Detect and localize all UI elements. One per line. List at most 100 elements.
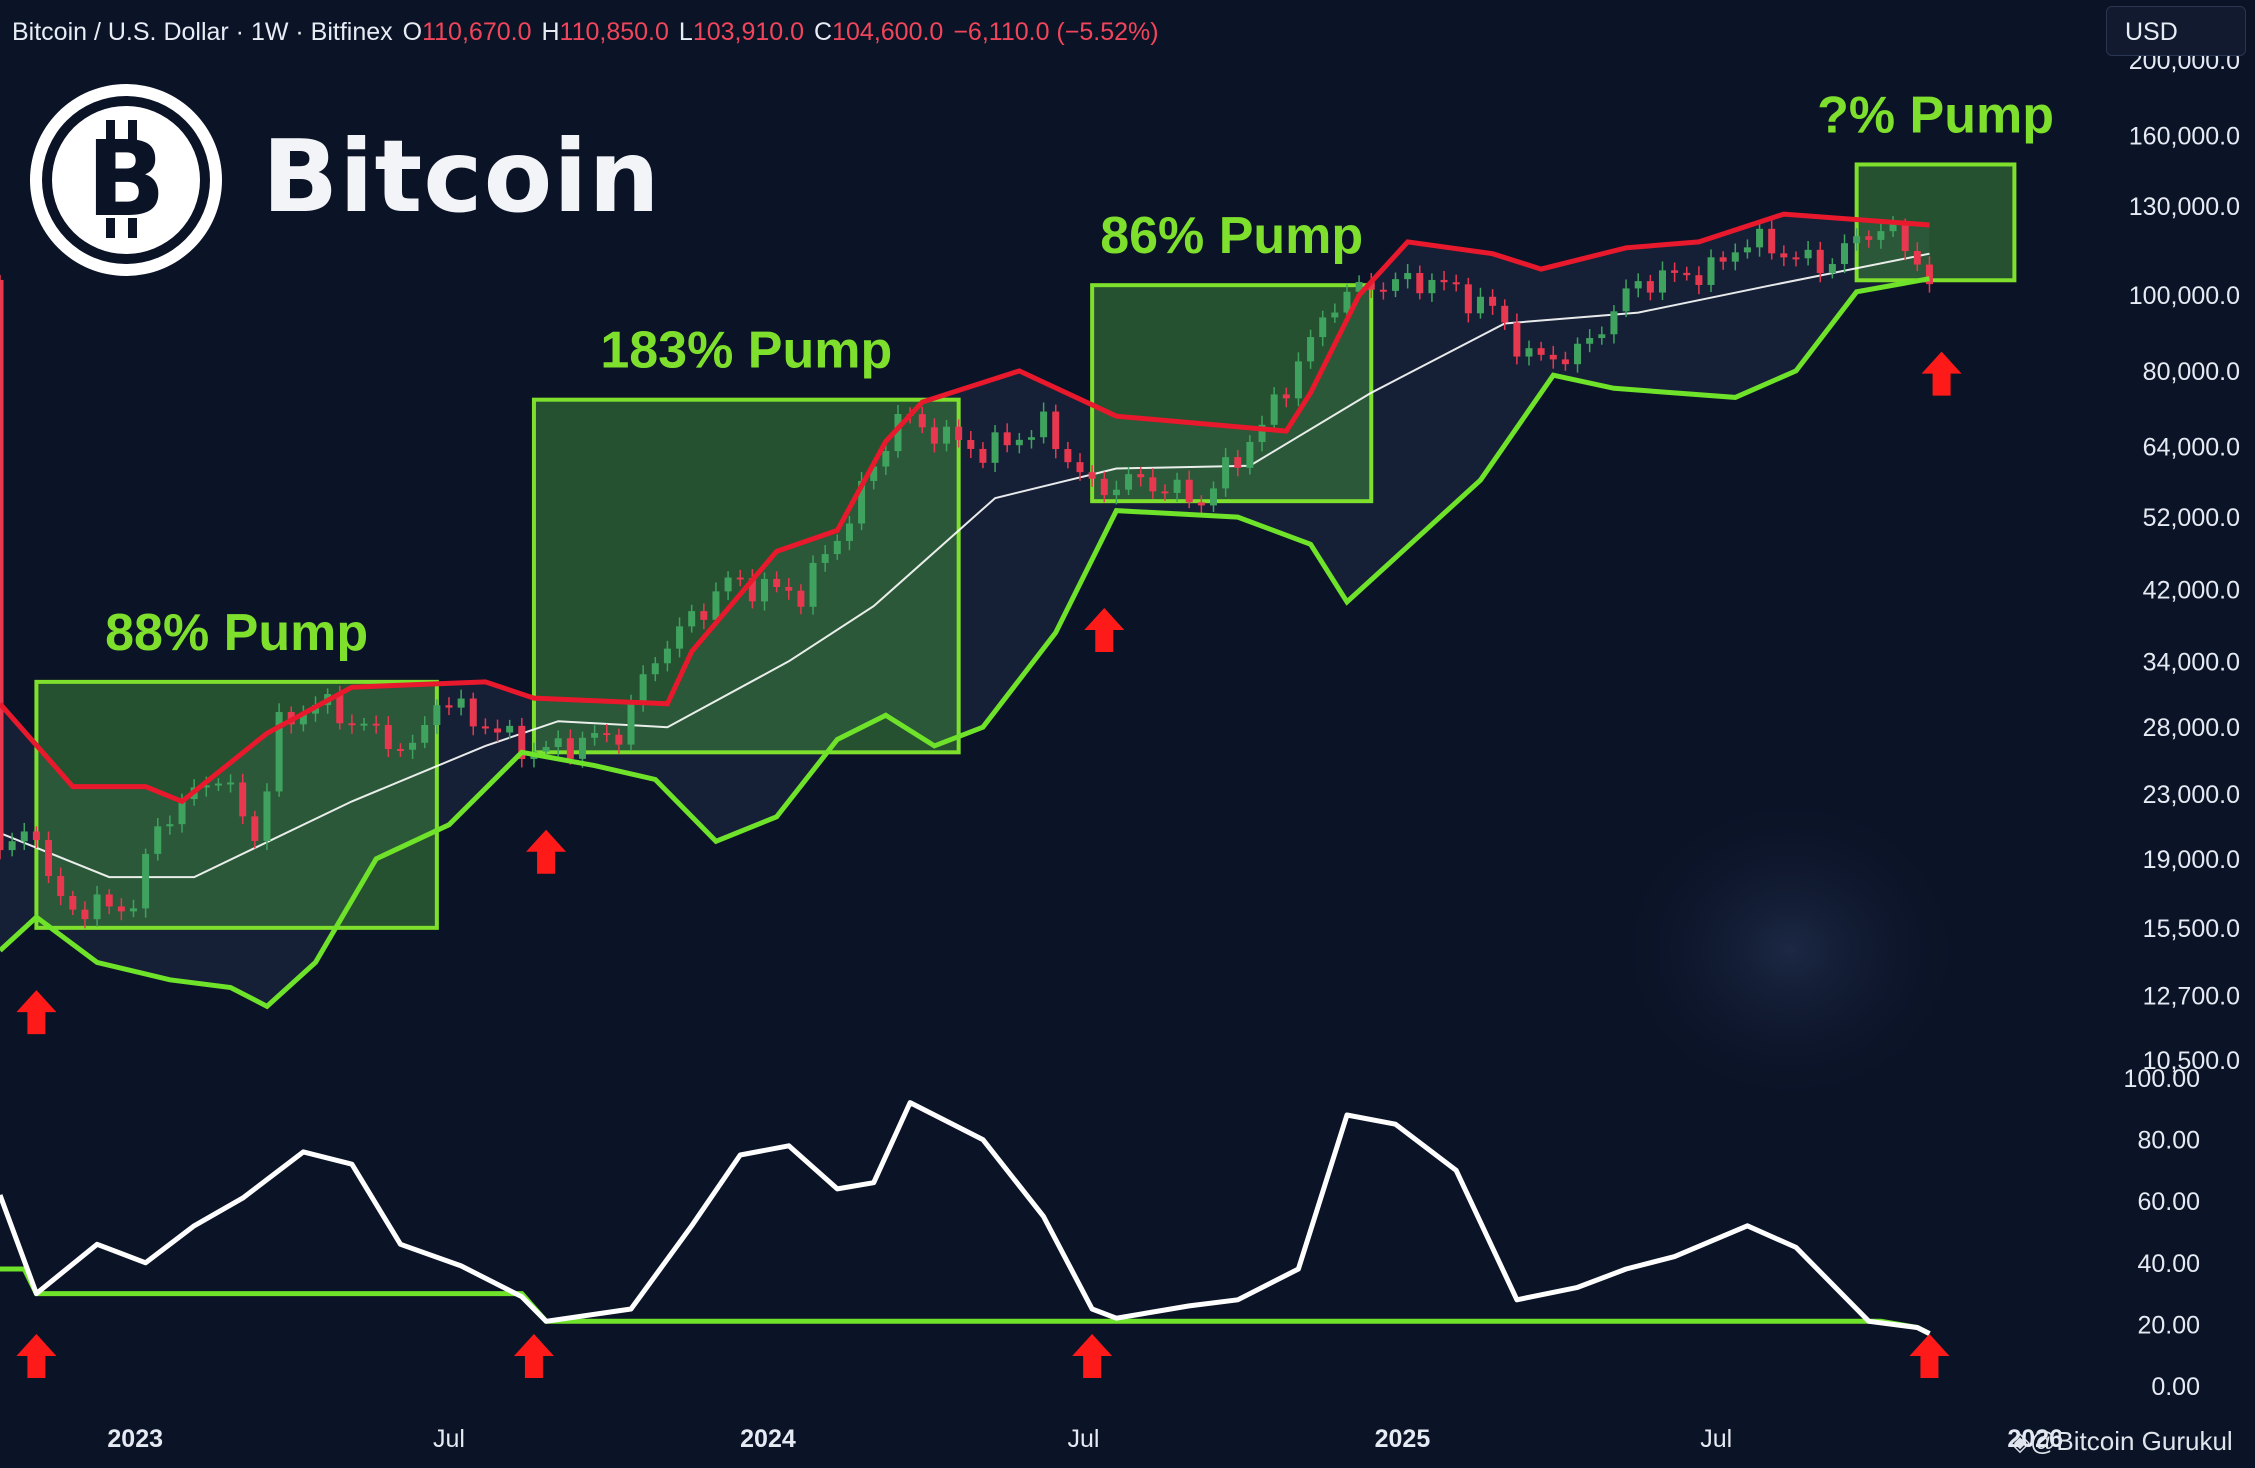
- candle-body: [797, 590, 805, 607]
- candle-body: [1877, 231, 1885, 240]
- candle-body: [1125, 474, 1133, 490]
- candle-body: [1476, 296, 1484, 314]
- candle-body: [554, 738, 562, 748]
- candle-body: [688, 611, 696, 627]
- candle-body: [845, 523, 853, 541]
- candle-body: [1040, 411, 1048, 438]
- candle-body: [239, 782, 247, 817]
- candle-body: [967, 440, 975, 449]
- background-glow: [1610, 790, 1970, 1110]
- candle-body: [1222, 457, 1230, 489]
- price-axis-label: 23,000.0: [2143, 781, 2240, 809]
- candle-body: [591, 733, 599, 738]
- candle-body: [360, 723, 368, 726]
- candle-body: [1658, 270, 1666, 293]
- candle-body: [494, 728, 502, 733]
- open-value: 110,670.0: [422, 18, 532, 46]
- candle-body: [1695, 275, 1703, 285]
- candle-body: [32, 831, 40, 841]
- close-value: 104,600.0: [832, 18, 944, 46]
- time-axis-label: 2024: [740, 1425, 796, 1453]
- candle-body: [396, 748, 404, 751]
- candle-body: [809, 562, 817, 607]
- candle-body: [1841, 243, 1849, 265]
- time-axis-label: Jul: [433, 1425, 465, 1453]
- candle-body: [1234, 457, 1242, 468]
- candle-body: [773, 578, 781, 587]
- candle-body: [542, 747, 550, 752]
- candle-body: [651, 663, 659, 675]
- pump-box: [34, 679, 439, 930]
- candle-body: [421, 725, 429, 743]
- candle-body: [1319, 317, 1327, 338]
- candle-body: [663, 648, 671, 664]
- open-label: O: [402, 18, 423, 46]
- candle-body: [955, 426, 963, 441]
- candle-body: [1513, 322, 1521, 357]
- candle-body: [979, 448, 987, 463]
- candle-body: [1865, 236, 1873, 240]
- low-value: 103,910.0: [692, 18, 805, 46]
- high-label: H: [541, 18, 560, 46]
- candle-body: [1707, 257, 1715, 285]
- candle-body: [1780, 253, 1788, 258]
- candle-body: [263, 791, 271, 841]
- candle-body: [202, 785, 210, 788]
- price-axis-label: 15,500.0: [2143, 915, 2240, 943]
- buy-signal-arrow-icon: [16, 990, 57, 1035]
- candle-body: [1003, 432, 1011, 446]
- time-axis-label: 2025: [1375, 1425, 1431, 1453]
- price-axis-label: 100,000.0: [2129, 282, 2240, 310]
- oscillator-axis-label: 80.00: [2137, 1127, 2200, 1155]
- candle-body: [1440, 279, 1448, 283]
- candle-body: [870, 466, 878, 481]
- candle-body: [227, 782, 235, 785]
- band-fill: [0, 214, 1930, 1007]
- candle-body: [1671, 270, 1679, 273]
- time-axis-label: 2026: [2007, 1425, 2063, 1453]
- candle-body: [603, 733, 611, 736]
- candle-body: [1343, 291, 1351, 313]
- candle-body: [1646, 281, 1654, 293]
- candle-body: [142, 853, 150, 909]
- candle-body: [1331, 312, 1339, 318]
- candle-body: [882, 451, 890, 467]
- buy-signal-arrow-icon: [1084, 608, 1125, 653]
- pump-label: 88% Pump: [105, 604, 368, 662]
- candle-body: [1076, 462, 1084, 473]
- candle-body: [1209, 488, 1217, 506]
- oscillator-signal-arrow-icon: [1072, 1334, 1113, 1378]
- candle-body: [700, 611, 708, 620]
- candle-body: [676, 626, 684, 649]
- watermark: ◈@Bitcoin Gurukul: [2010, 1426, 2233, 1457]
- candle-body: [930, 427, 938, 444]
- candle-body: [1743, 247, 1751, 253]
- candle-body: [1804, 249, 1812, 259]
- candle-body: [384, 724, 392, 749]
- candle-body: [275, 712, 283, 792]
- change-value: −6,110.0 (−5.52%): [953, 18, 1159, 46]
- candle-body: [1549, 354, 1557, 360]
- candle-body: [1489, 296, 1497, 306]
- candle-body: [1598, 334, 1606, 339]
- candle-body: [1756, 228, 1764, 248]
- time-axis-label: 2023: [107, 1425, 163, 1453]
- currency-button[interactable]: USD: [2106, 6, 2246, 56]
- oscillator-signal-arrow-icon: [1909, 1334, 1950, 1378]
- candle-body: [1015, 439, 1023, 446]
- candle-body: [1731, 252, 1739, 262]
- candle-body: [1052, 411, 1060, 450]
- candle-body: [1537, 348, 1545, 355]
- basis-line: [0, 252, 1930, 879]
- candle-body: [1246, 442, 1254, 468]
- candle-body: [0, 279, 4, 851]
- candle-body: [1816, 249, 1824, 274]
- candle-body: [1853, 236, 1861, 244]
- candle-body: [105, 894, 113, 907]
- price-axis-label: 52,000.0: [2143, 504, 2240, 532]
- candle-body: [1258, 424, 1266, 443]
- candle-body: [1112, 489, 1120, 496]
- bitcoin-logo-icon: B: [26, 80, 226, 280]
- candle-body: [615, 734, 623, 745]
- watermark-text: @Bitcoin Gurukul: [2030, 1426, 2233, 1456]
